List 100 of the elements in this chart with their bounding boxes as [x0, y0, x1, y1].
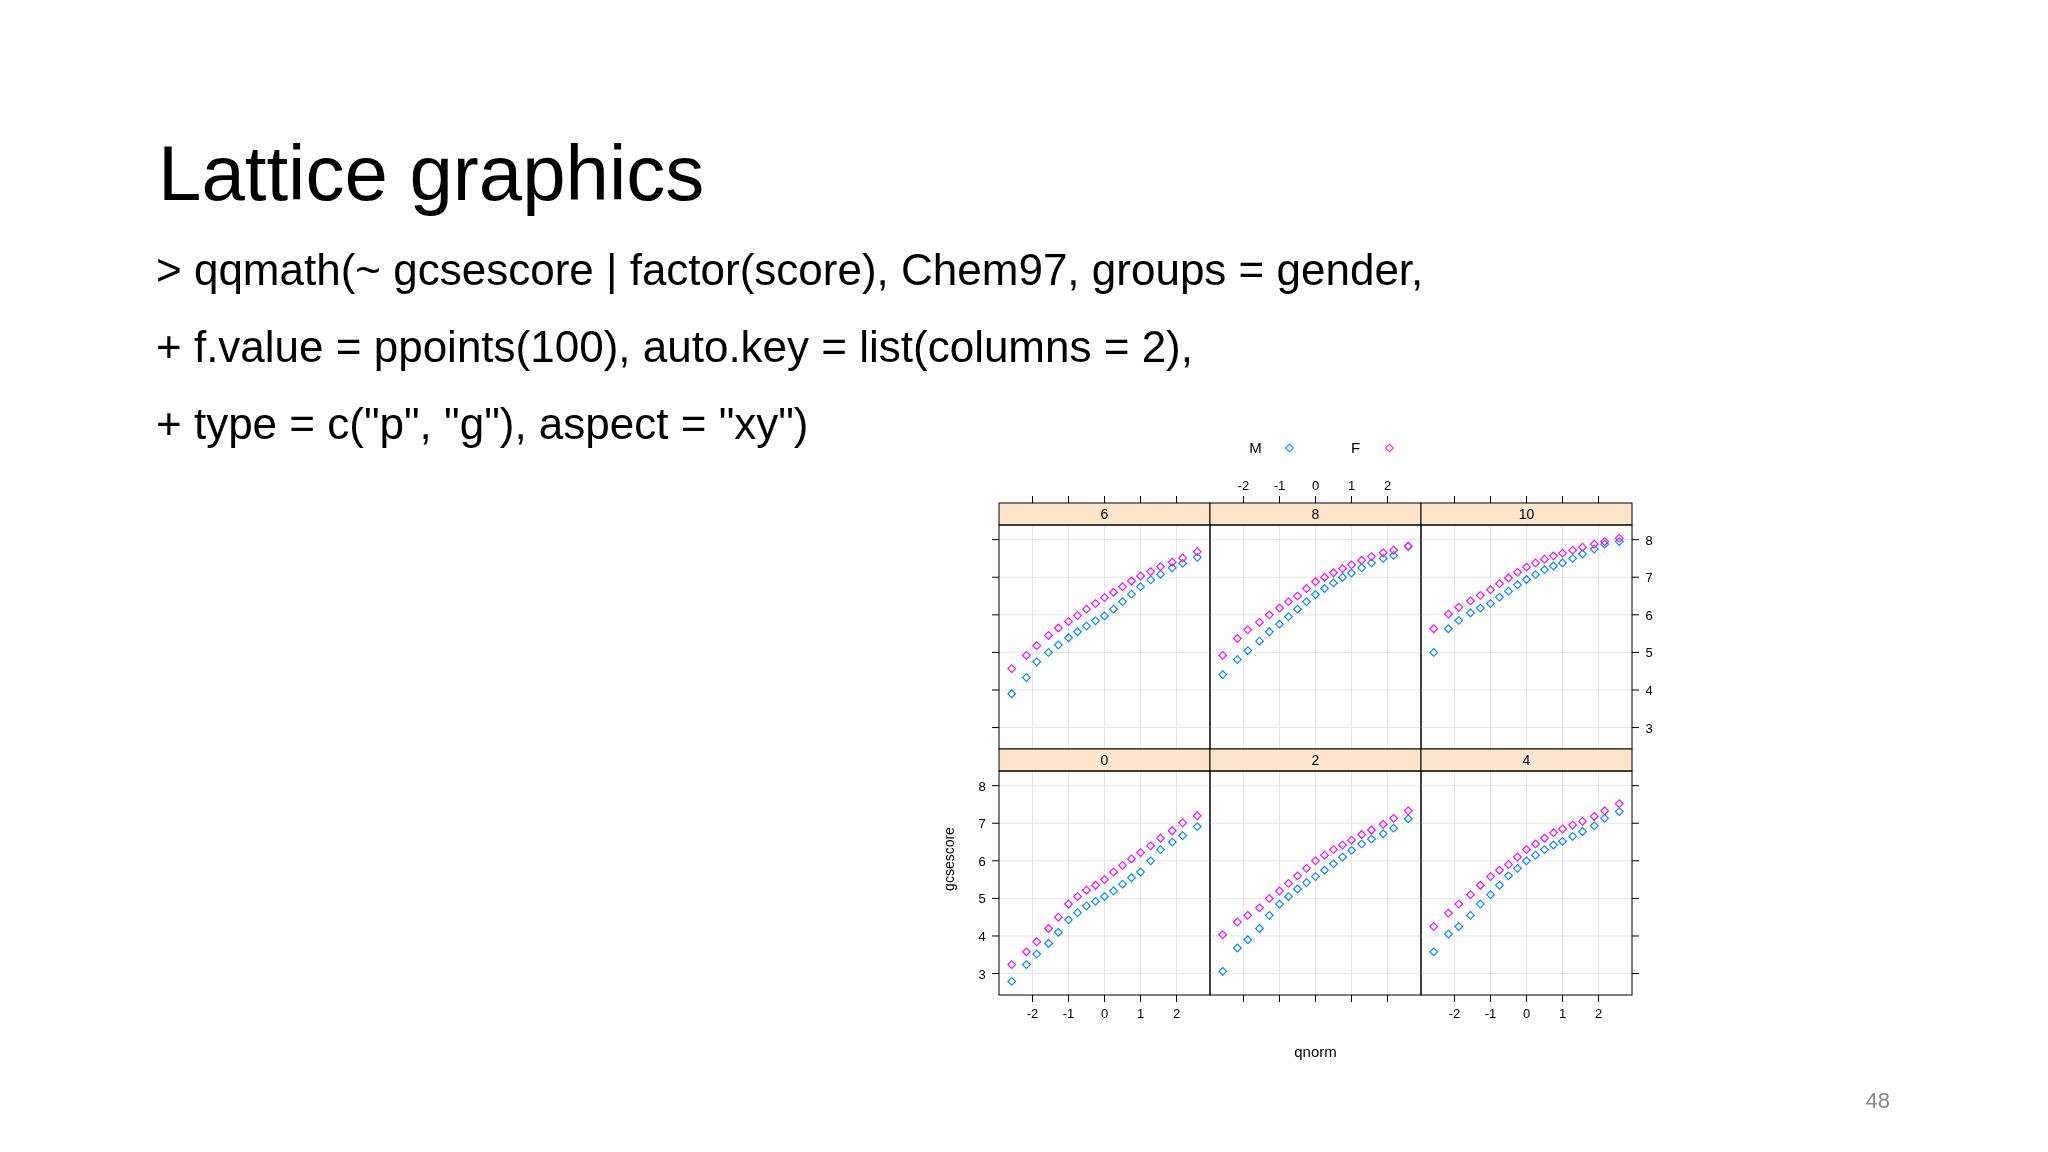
y-tick-label: 8 [1645, 532, 1653, 548]
point [1320, 865, 1329, 875]
point [1232, 634, 1242, 643]
point [1264, 893, 1274, 903]
point [1007, 977, 1017, 986]
point [1136, 848, 1145, 857]
text: > qqmath(~ gcsescore | factor(score), Chem97, groups = gender, [156, 245, 1424, 294]
point [1320, 572, 1329, 582]
point [1243, 646, 1253, 655]
point [1091, 880, 1100, 890]
x-tick-label: 1 [1558, 1006, 1567, 1021]
point [1558, 824, 1567, 834]
point [1486, 585, 1495, 595]
point [1338, 840, 1347, 850]
x2-tick-label: 0 [1311, 478, 1320, 493]
point [1589, 812, 1599, 821]
point [1127, 589, 1136, 599]
point [1454, 922, 1464, 932]
point [1218, 650, 1228, 660]
point [1284, 878, 1293, 888]
y-tick-label: 4 [978, 928, 986, 944]
point [1073, 892, 1082, 901]
chart-title: 0 [1100, 752, 1109, 768]
point [1255, 617, 1264, 627]
point [1578, 816, 1587, 826]
point [1167, 826, 1177, 836]
point [1100, 875, 1109, 885]
point [1495, 865, 1504, 875]
point [1495, 592, 1504, 602]
point [1073, 627, 1082, 637]
x-tick-label: -2 [1026, 1006, 1039, 1021]
point [1531, 839, 1540, 849]
point [1127, 854, 1136, 864]
chart-title: 10 [1518, 506, 1535, 522]
point [1264, 627, 1274, 637]
point [1053, 912, 1063, 922]
point [1146, 856, 1156, 866]
point [1275, 619, 1284, 629]
point [1531, 570, 1540, 580]
point [1320, 850, 1329, 860]
y-tick-label: 6 [1645, 607, 1653, 623]
point [1522, 575, 1531, 584]
x-tick-label: 0 [1522, 1006, 1531, 1021]
x-tick-label: -1 [1062, 1006, 1075, 1021]
legend-label: F [1350, 439, 1361, 456]
point [1082, 885, 1091, 895]
point [1475, 899, 1485, 909]
point [1044, 924, 1053, 933]
point [1522, 562, 1531, 572]
point [1082, 621, 1091, 631]
point [1064, 633, 1073, 643]
point [1357, 563, 1367, 573]
point [1021, 947, 1031, 957]
point [1443, 624, 1453, 634]
point [1127, 576, 1136, 586]
point [1347, 568, 1356, 578]
point [1021, 960, 1031, 969]
point [1275, 886, 1284, 896]
point [1338, 572, 1347, 582]
point [1589, 539, 1599, 549]
point [1429, 624, 1439, 634]
point [1156, 569, 1165, 579]
point [1378, 554, 1388, 563]
point [1302, 863, 1311, 873]
point [1504, 573, 1513, 583]
point [1367, 558, 1376, 568]
point [1178, 558, 1188, 568]
point [1044, 939, 1053, 948]
point [1232, 917, 1242, 927]
point [1329, 859, 1338, 869]
point [1522, 856, 1531, 866]
point [1073, 908, 1082, 918]
point [1255, 924, 1264, 933]
point [1347, 845, 1356, 855]
point [1255, 903, 1264, 913]
x2-tick-label: 1 [1347, 478, 1356, 493]
point [1486, 599, 1495, 608]
point [1357, 555, 1367, 565]
point [1311, 590, 1320, 599]
point [1495, 579, 1504, 589]
point [1091, 896, 1100, 906]
point [1127, 873, 1136, 883]
point [1549, 840, 1558, 850]
point [1007, 960, 1017, 969]
point [1429, 922, 1439, 932]
point [1118, 879, 1127, 889]
point [1284, 612, 1293, 622]
y-tick-label: 5 [1645, 645, 1653, 661]
point [1136, 582, 1145, 592]
point [1357, 839, 1367, 849]
point [1378, 819, 1388, 829]
point [1367, 552, 1376, 561]
y-tick-label: 4 [1645, 682, 1653, 698]
point [1614, 807, 1624, 817]
point [1338, 852, 1347, 862]
y-axis-title: gcsescore [941, 826, 957, 891]
point [1522, 845, 1531, 854]
point [1495, 880, 1504, 890]
point [1118, 860, 1127, 870]
point [1007, 689, 1017, 699]
